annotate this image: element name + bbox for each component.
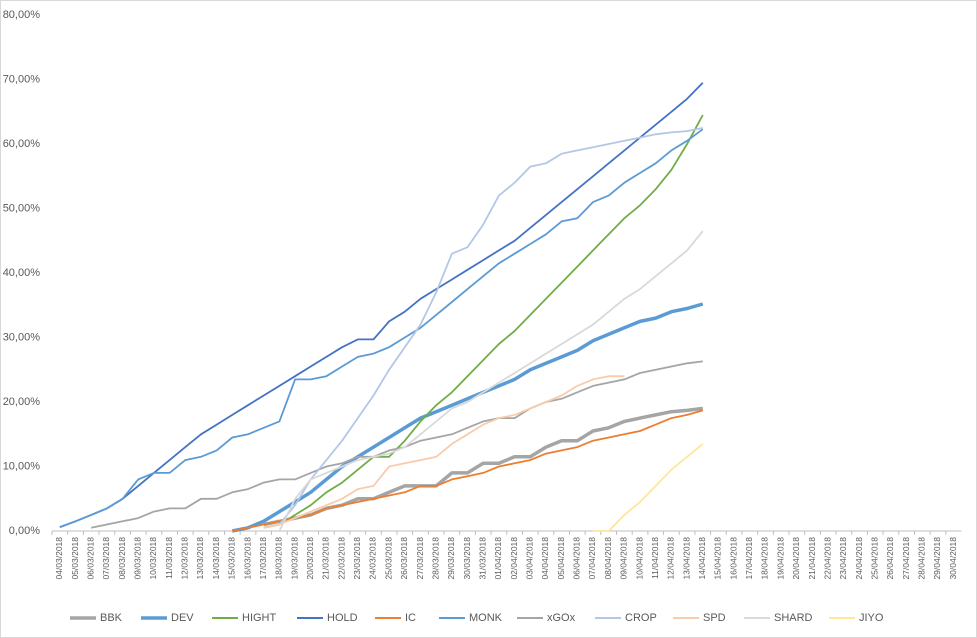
x-tick-label: 06/04/2018 (572, 537, 582, 580)
x-tick-label: 02/04/2018 (509, 537, 519, 580)
series-line (91, 360, 703, 529)
legend-label: IC (405, 612, 416, 624)
x-tick-label: 26/04/2018 (885, 537, 895, 580)
series-line (231, 302, 704, 533)
x-tick-label: 29/03/2018 (446, 537, 456, 580)
x-tick-label: 01/04/2018 (493, 537, 503, 580)
series-line (59, 128, 704, 528)
y-tick-label: 0,00% (9, 525, 40, 537)
x-tick-label: 18/04/2018 (760, 537, 770, 580)
y-tick-label: 10,00% (3, 460, 41, 472)
x-tick-label: 16/03/2018 (242, 537, 252, 580)
x-tick-label: 15/03/2018 (227, 537, 237, 580)
series-line (278, 230, 704, 532)
legend-label: JIYO (859, 612, 884, 624)
legend-label: CROP (625, 612, 657, 624)
x-tick-label: 12/04/2018 (666, 537, 676, 580)
y-tick-label: 80,00% (3, 9, 41, 21)
x-tick-label: 08/04/2018 (603, 537, 613, 580)
x-tick-label: 18/03/2018 (274, 537, 284, 580)
x-tick-label: 24/03/2018 (368, 537, 378, 580)
x-tick-label: 05/03/2018 (70, 537, 80, 580)
x-tick-label: 24/04/2018 (854, 537, 864, 580)
x-tick-label: 04/04/2018 (540, 537, 550, 580)
legend-label: BBK (100, 612, 123, 624)
x-tick-label: 27/04/2018 (901, 537, 911, 580)
x-tick-label: 17/03/2018 (258, 537, 268, 580)
x-tick-label: 15/04/2018 (713, 537, 723, 580)
legend-label: SPD (703, 612, 726, 624)
x-tick-label: 28/03/2018 (430, 537, 440, 580)
x-tick-label: 07/04/2018 (587, 537, 597, 580)
x-tick-label: 14/04/2018 (697, 537, 707, 580)
x-tick-label: 04/03/2018 (54, 537, 64, 580)
x-tick-label: 23/04/2018 (838, 537, 848, 580)
legend-label: SHARD (774, 612, 813, 624)
y-tick-label: 30,00% (3, 331, 41, 343)
x-tick-label: 09/04/2018 (619, 537, 629, 580)
x-tick-label: 25/03/2018 (383, 537, 393, 580)
series-line (593, 443, 704, 532)
y-tick-label: 50,00% (3, 202, 41, 214)
x-tick-label: 06/03/2018 (85, 537, 95, 580)
y-tick-label: 20,00% (3, 396, 41, 408)
x-tick-label: 05/04/2018 (556, 537, 566, 580)
x-tick-label: 11/03/2018 (164, 537, 174, 579)
x-tick-label: 13/03/2018 (195, 537, 205, 580)
x-tick-label: 16/04/2018 (728, 537, 738, 580)
y-tick-label: 60,00% (3, 138, 41, 150)
series-line (263, 114, 704, 529)
series-line (278, 127, 703, 526)
legend-label: MONK (469, 612, 503, 624)
x-tick-label: 31/03/2018 (477, 537, 487, 580)
x-tick-label: 14/03/2018 (211, 537, 221, 580)
legend-label: DEV (171, 612, 194, 624)
x-tick-label: 09/03/2018 (132, 537, 142, 580)
x-tick-label: 25/04/2018 (870, 537, 880, 580)
x-tick-label: 21/04/2018 (807, 537, 817, 580)
x-tick-label: 13/04/2018 (681, 537, 691, 580)
legend-label: xGOx (547, 612, 576, 624)
x-tick-label: 27/03/2018 (415, 537, 425, 580)
x-tick-label: 07/03/2018 (101, 537, 111, 580)
x-tick-label: 30/03/2018 (462, 537, 472, 580)
series-line (232, 409, 704, 532)
x-tick-label: 11/04/2018 (650, 537, 660, 579)
x-tick-label: 10/03/2018 (148, 537, 158, 580)
x-tick-label: 20/03/2018 (305, 537, 315, 580)
x-tick-label: 28/04/2018 (917, 537, 927, 580)
x-tick-label: 10/04/2018 (634, 537, 644, 580)
x-tick-label: 21/03/2018 (321, 537, 331, 580)
x-tick-label: 20/04/2018 (791, 537, 801, 580)
x-tick-label: 22/04/2018 (822, 537, 832, 580)
x-tick-label: 23/03/2018 (352, 537, 362, 580)
legend-label: HOLD (327, 612, 358, 624)
legend-label: HIGHT (242, 612, 277, 624)
x-tick-label: 19/03/2018 (289, 537, 299, 580)
x-tick-label: 17/04/2018 (744, 537, 754, 580)
y-tick-label: 70,00% (3, 73, 41, 85)
x-tick-label: 08/03/2018 (117, 537, 127, 580)
series-line (263, 375, 625, 529)
x-tick-label: 12/03/2018 (180, 537, 190, 580)
x-tick-label: 03/04/2018 (525, 537, 535, 580)
x-tick-label: 26/03/2018 (399, 537, 409, 580)
x-tick-label: 30/04/2018 (948, 537, 958, 580)
x-tick-label: 29/04/2018 (932, 537, 942, 580)
x-tick-label: 22/03/2018 (336, 537, 346, 580)
y-tick-label: 40,00% (3, 267, 41, 279)
x-tick-label: 19/04/2018 (775, 537, 785, 580)
series-line (59, 82, 704, 528)
